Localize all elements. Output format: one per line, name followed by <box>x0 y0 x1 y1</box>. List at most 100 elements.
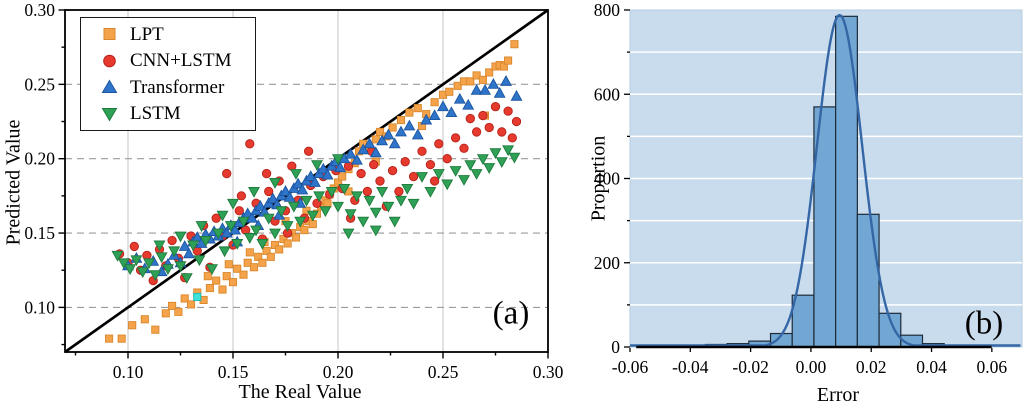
scatter-point <box>300 226 309 235</box>
scatter-point <box>303 146 314 156</box>
scatter-point <box>471 127 482 137</box>
scatter-point <box>233 264 242 273</box>
legend-label: CNN+LSTM <box>130 50 232 72</box>
panel-a-label: (a) <box>492 295 530 332</box>
scatter-point <box>338 183 351 195</box>
scatter-point <box>338 172 347 181</box>
scatter-point <box>105 334 114 343</box>
panel-b-x-axis-label: Error <box>816 384 860 406</box>
scatter-point <box>279 234 288 244</box>
scatter-point <box>502 145 515 157</box>
scatter-point <box>387 165 398 176</box>
scatter-point <box>155 252 168 264</box>
scatter-point <box>495 157 508 168</box>
legend-item: CNN+LSTM <box>101 48 255 73</box>
scatter-point <box>234 206 244 216</box>
scatter-point <box>350 153 363 165</box>
scatter-point <box>489 148 502 160</box>
scatter-point <box>149 270 162 282</box>
triangle-up-marker-icon <box>101 79 118 94</box>
panel-a-y-axis-label: Predicted Value <box>2 119 25 246</box>
scatter-point <box>449 166 462 177</box>
scatter-point <box>333 178 343 187</box>
scatter-point <box>462 98 475 110</box>
scatter-point <box>281 221 294 232</box>
scatter-point <box>450 133 461 143</box>
scatter-point <box>332 154 344 166</box>
y-tick-label: 0.25 <box>24 74 55 94</box>
scatter-point <box>485 68 494 77</box>
y-tick-label: 0.10 <box>24 297 55 317</box>
y-tick-label: 600 <box>594 84 621 104</box>
scatter-point <box>275 245 284 254</box>
scatter-point <box>287 201 300 213</box>
y-tick-label: 0.30 <box>24 0 55 20</box>
scatter-point <box>237 216 250 228</box>
scatter-point <box>375 127 385 136</box>
scatter-point <box>459 143 469 153</box>
scatter-point <box>478 110 488 121</box>
scatter-point <box>508 152 521 164</box>
scatter-point <box>311 160 323 171</box>
scatter-point <box>445 87 454 96</box>
scatter-point <box>275 206 288 218</box>
scatter-point <box>254 199 267 211</box>
scatter-point <box>499 62 508 71</box>
scatter-point <box>211 213 221 223</box>
scatter-point <box>388 123 397 132</box>
scatter-point <box>371 135 380 144</box>
scatter-point <box>174 307 183 316</box>
scatter-point <box>369 146 382 158</box>
scatter-point <box>161 309 170 318</box>
x-tick-label: -0.04 <box>672 357 709 377</box>
histogram-bar <box>856 213 880 348</box>
scatter-point <box>424 186 437 198</box>
scatter-point <box>369 159 379 170</box>
scatter-point <box>205 284 214 293</box>
scatter-point <box>128 321 137 330</box>
scatter-point <box>357 143 370 155</box>
scatter-point <box>395 195 407 207</box>
scatter-point <box>167 235 177 246</box>
scatter-point <box>269 178 281 189</box>
scatter-point <box>212 228 225 240</box>
scatter-point <box>510 40 519 49</box>
scatter-point <box>117 334 126 343</box>
scatter-point <box>411 128 424 140</box>
scatter-point <box>432 169 445 180</box>
scatter-point <box>479 83 491 95</box>
y-tick-label: 0.15 <box>24 223 55 243</box>
scatter-point <box>206 264 218 276</box>
x-tick-label: 0.00 <box>796 357 827 377</box>
scatter-point <box>400 157 410 167</box>
scatter-point <box>403 119 416 131</box>
scatter-point <box>220 226 233 238</box>
x-tick-label: 0.25 <box>428 362 459 382</box>
scatter-point <box>224 221 237 232</box>
scatter-point <box>490 102 501 112</box>
histogram-bar <box>791 294 815 348</box>
scatter-point <box>376 134 389 146</box>
scatter-point <box>362 186 373 197</box>
scatter-point <box>407 198 420 210</box>
scatter-point <box>510 89 523 101</box>
scatter-point <box>187 240 200 252</box>
scatter-point <box>296 183 309 195</box>
scatter-point <box>332 201 344 213</box>
scatter-point <box>476 154 489 166</box>
scatter-point <box>227 198 239 210</box>
scatter-point <box>290 169 302 180</box>
scatter-point <box>250 225 263 237</box>
scatter-point <box>248 186 260 198</box>
x-tick-label: -0.02 <box>732 357 768 377</box>
scatter-point <box>203 272 212 281</box>
scatter-point <box>279 185 292 196</box>
scatter-point <box>382 128 395 140</box>
scatter-point <box>151 325 160 334</box>
x-tick-label: 0.10 <box>113 362 144 382</box>
scatter-point <box>269 228 281 240</box>
scatter-point <box>466 77 475 86</box>
scatter-point <box>266 192 279 204</box>
scatter-point <box>218 246 231 258</box>
scatter-point <box>130 255 143 267</box>
